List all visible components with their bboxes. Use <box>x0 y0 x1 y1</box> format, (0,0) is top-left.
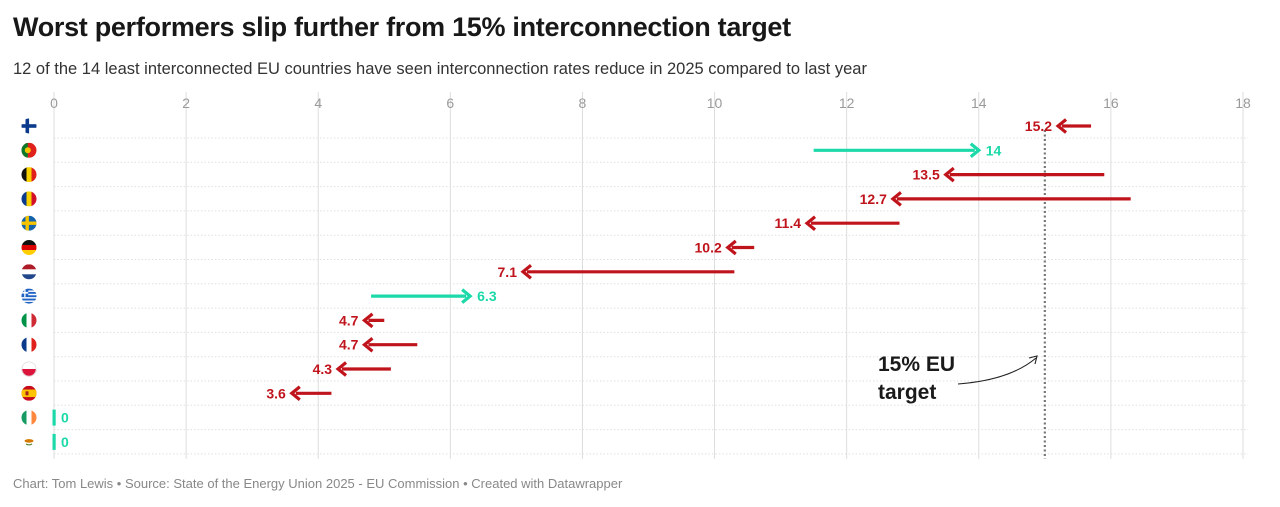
x-tick-label: 6 <box>446 95 454 111</box>
chart-footer: Chart: Tom Lewis • Source: State of the … <box>13 476 623 491</box>
netherlands-value-label: 7.1 <box>498 264 518 280</box>
x-tick-label: 2 <box>182 95 190 111</box>
greece-flag-icon <box>21 288 37 304</box>
chart-title: Worst performers slip further from 15% i… <box>13 12 791 42</box>
france-value-label: 4.7 <box>339 337 359 353</box>
finland-arrow-head <box>1055 118 1068 134</box>
sweden-value-label: 11.4 <box>775 215 802 231</box>
arrow-chart: 0 2 4 6 8 10 12 14 16 18 15.2 14 13.5 12.7 11.4 10.2 7.… <box>21 92 1251 459</box>
target-annotation-line1: 15% EU <box>878 353 955 376</box>
cyprus-flag-icon <box>21 434 37 450</box>
romania-value-label: 12.7 <box>860 191 887 207</box>
spain-value-label: 3.6 <box>266 385 286 401</box>
x-tick-label: 12 <box>839 95 855 111</box>
spain-arrow-head <box>289 385 301 402</box>
poland-flag-icon <box>21 361 37 377</box>
germany-value-label: 10.2 <box>695 240 722 256</box>
poland-value-label: 4.3 <box>313 361 333 377</box>
france-arrow-head <box>361 336 374 353</box>
x-tick-label: 4 <box>314 95 322 111</box>
greece-value-label: 6.3 <box>477 288 497 304</box>
portugal-flag-icon <box>21 142 37 158</box>
italy-flag-icon <box>21 312 37 328</box>
x-tick-label: 10 <box>707 95 723 111</box>
greece-arrow-head <box>461 288 473 304</box>
annotation-arrow-curve <box>957 357 1037 385</box>
belgium-flag-icon <box>21 167 37 183</box>
italy-value-label: 4.7 <box>339 312 359 328</box>
ireland-value-label: 0 <box>61 410 69 426</box>
finland-flag-icon <box>21 118 37 134</box>
belgium-arrow-head <box>943 166 955 183</box>
portugal-arrow-head <box>969 142 982 159</box>
germany-arrow-head <box>725 239 737 256</box>
sweden-arrow-head <box>804 215 817 231</box>
france-flag-icon <box>21 337 37 353</box>
cyprus-value-label: 0 <box>61 434 69 450</box>
sweden-flag-icon <box>21 215 37 231</box>
italy-arrow-head <box>361 312 374 329</box>
netherlands-arrow-head <box>520 264 533 280</box>
x-tick-label: 18 <box>1235 95 1251 111</box>
chart-subtitle: 12 of the 14 least interconnected EU cou… <box>13 60 867 78</box>
belgium-value-label: 13.5 <box>913 167 940 183</box>
portugal-value-label: 14 <box>986 142 1002 158</box>
netherlands-flag-icon <box>21 264 37 280</box>
ireland-marker <box>52 409 56 426</box>
cyprus-marker <box>52 433 56 450</box>
germany-flag-icon <box>21 240 37 255</box>
annotation-arrow-head <box>1028 355 1038 365</box>
poland-arrow-head <box>335 361 348 377</box>
finland-value-label: 15.2 <box>1025 118 1052 134</box>
target-annotation-line2: target <box>878 381 936 404</box>
x-tick-label: 16 <box>1103 95 1119 111</box>
ireland-flag-icon <box>21 410 37 426</box>
romania-arrow-head <box>890 191 902 207</box>
x-tick-label: 14 <box>971 95 987 111</box>
romania-flag-icon <box>21 191 37 207</box>
x-tick-label: 8 <box>579 95 587 111</box>
spain-flag-icon <box>21 385 37 401</box>
x-tick-label: 0 <box>50 95 58 111</box>
